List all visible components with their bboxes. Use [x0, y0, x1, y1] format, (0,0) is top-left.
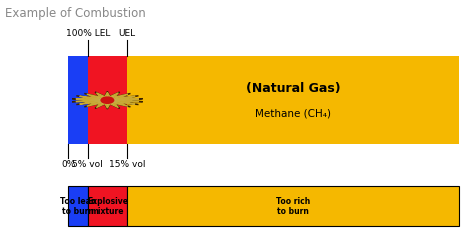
Bar [88, 56, 127, 144]
Bar [68, 56, 88, 144]
Text: Too rich
to burn: Too rich to burn [276, 196, 310, 216]
Polygon shape [72, 91, 143, 109]
Polygon shape [84, 94, 130, 106]
Text: UEL: UEL [118, 29, 136, 38]
Text: Too lean
to burn: Too lean to burn [60, 196, 96, 216]
Text: 0%: 0% [61, 160, 75, 169]
Text: 100% LEL: 100% LEL [65, 29, 110, 38]
Polygon shape [76, 92, 139, 108]
Bar [127, 56, 459, 144]
Text: Methane (CH₄): Methane (CH₄) [255, 109, 331, 118]
Bar [127, 186, 459, 226]
Bar [68, 186, 88, 226]
Bar [88, 186, 127, 226]
Text: 15% vol: 15% vol [109, 160, 145, 169]
Circle shape [101, 97, 114, 103]
Text: (Natural Gas): (Natural Gas) [246, 82, 341, 95]
Text: Example of Combustion: Example of Combustion [5, 7, 146, 20]
Text: 5% vol: 5% vol [73, 160, 103, 169]
Text: Explosive
mixture: Explosive mixture [87, 196, 128, 216]
